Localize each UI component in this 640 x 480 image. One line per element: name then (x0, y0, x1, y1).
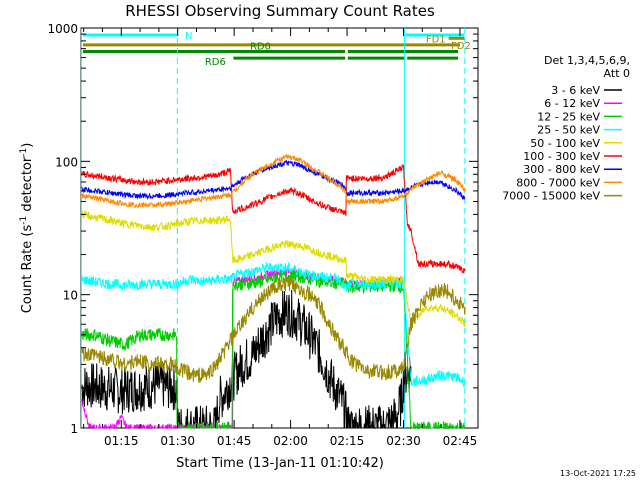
footer-timestamp: 13-Oct-2021 17:25 (560, 469, 636, 478)
legend-entry-label: 3 - 6 keV (551, 84, 600, 97)
series-line-100-300-kev (81, 164, 466, 274)
series-lines (81, 154, 466, 430)
y-tick-label: 1 (70, 422, 78, 436)
x-tick-label: 01:45 (217, 434, 252, 448)
legend-entry-label: 7000 - 15000 keV (502, 190, 600, 203)
mode-bar-label: N (185, 31, 192, 42)
x-tick-label: 01:30 (160, 434, 195, 448)
series-line-3-6-kev (81, 289, 412, 430)
mode-bar-label: FD1 (426, 34, 446, 45)
mode-bar-label: RD0 (250, 42, 271, 53)
mode-bar-label: RD6 (205, 57, 226, 68)
legend-entry-label: 12 - 25 keV (537, 110, 600, 123)
x-tick-label: 02:45 (443, 434, 478, 448)
legend-header-line-1: Det 1,3,4,5,6,9, (544, 54, 630, 67)
series-line-7000-15000-kev (81, 276, 466, 383)
x-tick-label: 01:15 (104, 434, 139, 448)
mode-bar-label: FD2 (451, 41, 471, 52)
series-line-50-100-kev (81, 210, 466, 328)
series-line-800-7000-kev (81, 154, 466, 209)
legend-entry-label: 300 - 800 keV (523, 163, 600, 176)
observing-mode-bars: N FD1 FD2 RD0 RD6 (82, 31, 471, 68)
legend-entry-label: 800 - 7000 keV (516, 176, 600, 189)
x-tick-label: 02:30 (386, 434, 421, 448)
chart-title: RHESSI Observing Summary Count Rates (125, 2, 435, 20)
series-line-25-50-kev (81, 261, 466, 388)
y-tick-label: 10 (63, 289, 78, 303)
y-tick-label: 1000 (47, 22, 78, 36)
axes: 01:15 01:30 01:45 02:00 02:15 02:30 02:45 1 10 10… (47, 22, 478, 448)
legend-header-line-2: Att 0 (604, 67, 630, 80)
x-axis-label: Start Time (13-Jan-11 01:10:42) (176, 456, 384, 471)
legend-entry-label: 25 - 50 keV (537, 124, 600, 137)
legend-entry-label: 100 - 300 keV (523, 150, 600, 163)
x-tick-label: 02:00 (273, 434, 308, 448)
legend-entry-label: 6 - 12 keV (544, 97, 600, 110)
legend-entry-label: 50 - 100 keV (530, 137, 600, 150)
series-line-300-800-kev (81, 159, 466, 201)
y-tick-label: 100 (55, 155, 78, 169)
series-line-12-25-kev (81, 268, 466, 430)
x-tick-label: 02:15 (330, 434, 365, 448)
y-axis-label: Count Rate (s-1 detector-1) (19, 143, 35, 314)
